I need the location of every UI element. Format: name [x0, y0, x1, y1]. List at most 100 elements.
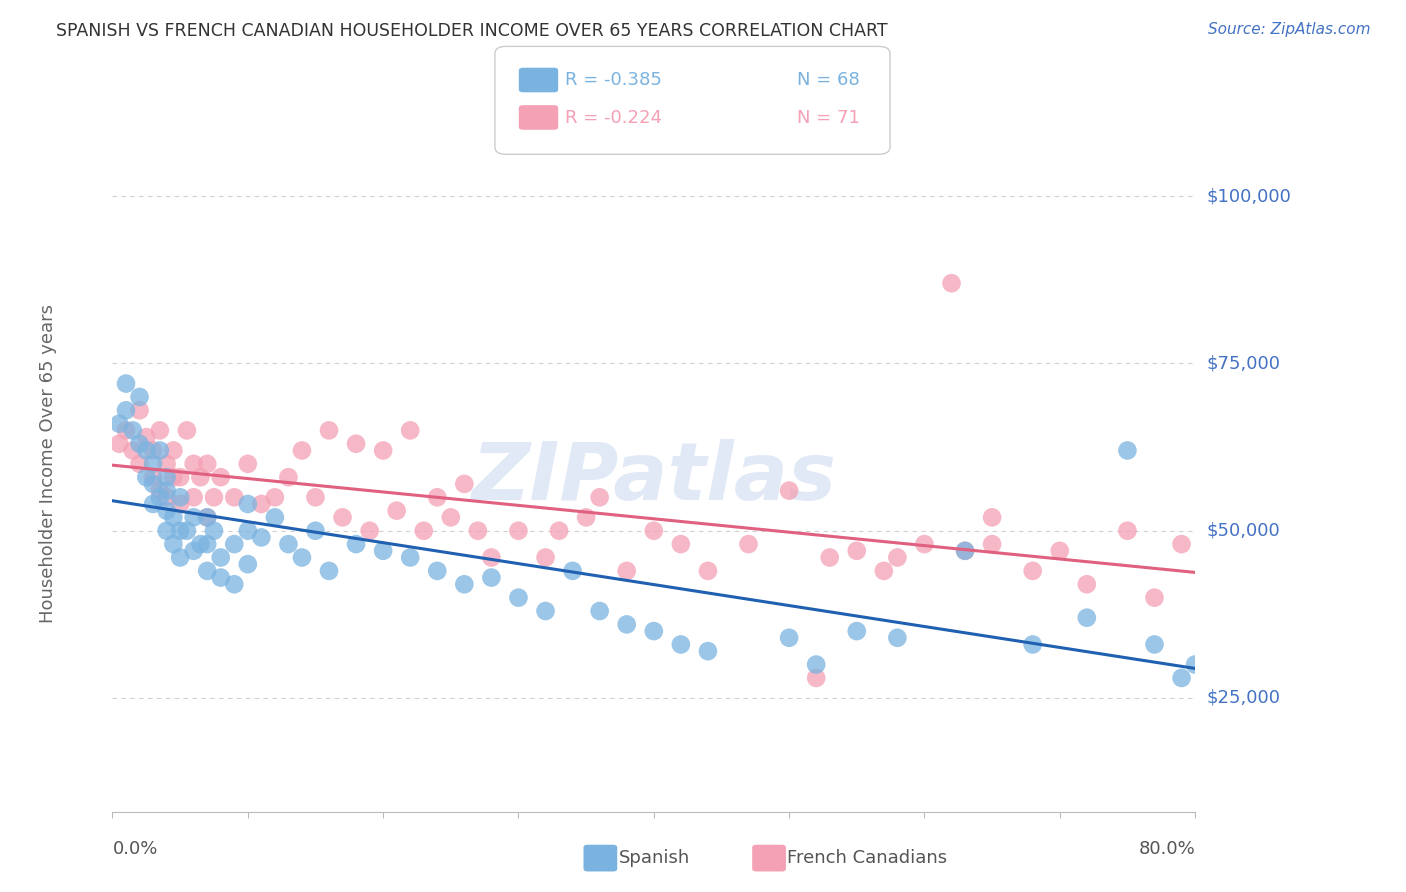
Point: [953, 543, 976, 558]
Point: [873, 564, 896, 578]
Point: [359, 524, 381, 538]
Point: [696, 564, 718, 578]
Point: [202, 491, 225, 505]
Point: [804, 671, 827, 685]
Point: [845, 624, 868, 639]
Point: [121, 443, 143, 458]
Point: [190, 470, 212, 484]
Point: [304, 524, 326, 538]
Point: [195, 457, 218, 471]
Point: [128, 437, 150, 451]
Text: $25,000: $25,000: [1206, 689, 1281, 707]
Point: [149, 443, 172, 458]
Point: [142, 497, 165, 511]
Point: [149, 424, 172, 438]
Point: [399, 424, 422, 438]
Point: [155, 503, 177, 517]
Point: [1116, 443, 1139, 458]
Point: [183, 543, 205, 558]
Point: [371, 543, 394, 558]
Point: [155, 470, 177, 484]
Point: [1021, 564, 1043, 578]
Point: [561, 564, 583, 578]
Point: [616, 564, 638, 578]
Point: [115, 403, 138, 417]
Point: [149, 491, 172, 505]
Text: Spanish: Spanish: [619, 849, 690, 867]
Point: [616, 617, 638, 632]
Point: [453, 476, 475, 491]
Point: [643, 624, 665, 639]
Text: $75,000: $75,000: [1206, 354, 1281, 373]
Point: [318, 424, 340, 438]
Point: [224, 577, 246, 591]
Point: [142, 443, 165, 458]
Point: [1184, 657, 1206, 672]
Point: [135, 443, 157, 458]
Point: [981, 537, 1004, 551]
Point: [440, 510, 463, 524]
Point: [1170, 671, 1192, 685]
Point: [1143, 637, 1166, 651]
Point: [886, 631, 908, 645]
Point: [845, 543, 868, 558]
Point: [481, 571, 503, 585]
Point: [115, 424, 138, 438]
Point: [534, 550, 557, 565]
Text: 0.0%: 0.0%: [112, 839, 157, 857]
Point: [155, 457, 177, 471]
Point: [236, 557, 259, 572]
Point: [155, 491, 177, 505]
Point: [162, 537, 184, 551]
Point: [1170, 537, 1192, 551]
Point: [886, 550, 908, 565]
Point: [155, 483, 177, 498]
Point: [108, 417, 131, 431]
Point: [128, 457, 150, 471]
Text: N = 68: N = 68: [797, 71, 860, 89]
Point: [264, 510, 287, 524]
Point: [1143, 591, 1166, 605]
Point: [344, 537, 367, 551]
Point: [953, 543, 976, 558]
Text: $100,000: $100,000: [1206, 187, 1291, 205]
Point: [914, 537, 936, 551]
Point: [195, 510, 218, 524]
Point: [277, 537, 299, 551]
Point: [508, 524, 530, 538]
Point: [467, 524, 489, 538]
Point: [135, 430, 157, 444]
Point: [195, 564, 218, 578]
Text: $50,000: $50,000: [1206, 522, 1279, 540]
Text: French Canadians: French Canadians: [787, 849, 948, 867]
Point: [277, 470, 299, 484]
Point: [399, 550, 422, 565]
Point: [371, 443, 394, 458]
Point: [778, 483, 800, 498]
Point: [643, 524, 665, 538]
Point: [696, 644, 718, 658]
Point: [804, 657, 827, 672]
Text: 80.0%: 80.0%: [1139, 839, 1195, 857]
Point: [318, 564, 340, 578]
Point: [236, 524, 259, 538]
Point: [183, 510, 205, 524]
Text: R = -0.224: R = -0.224: [565, 109, 662, 127]
Point: [250, 497, 273, 511]
Point: [737, 537, 759, 551]
Point: [169, 524, 191, 538]
Point: [202, 524, 225, 538]
Text: R = -0.385: R = -0.385: [565, 71, 662, 89]
Point: [224, 537, 246, 551]
Point: [183, 457, 205, 471]
Point: [264, 491, 287, 505]
Point: [1021, 637, 1043, 651]
Point: [1049, 543, 1071, 558]
Point: [1116, 524, 1139, 538]
Text: N = 71: N = 71: [797, 109, 860, 127]
Point: [149, 483, 172, 498]
Point: [209, 571, 232, 585]
Point: [169, 470, 191, 484]
Point: [548, 524, 571, 538]
Point: [169, 491, 191, 505]
